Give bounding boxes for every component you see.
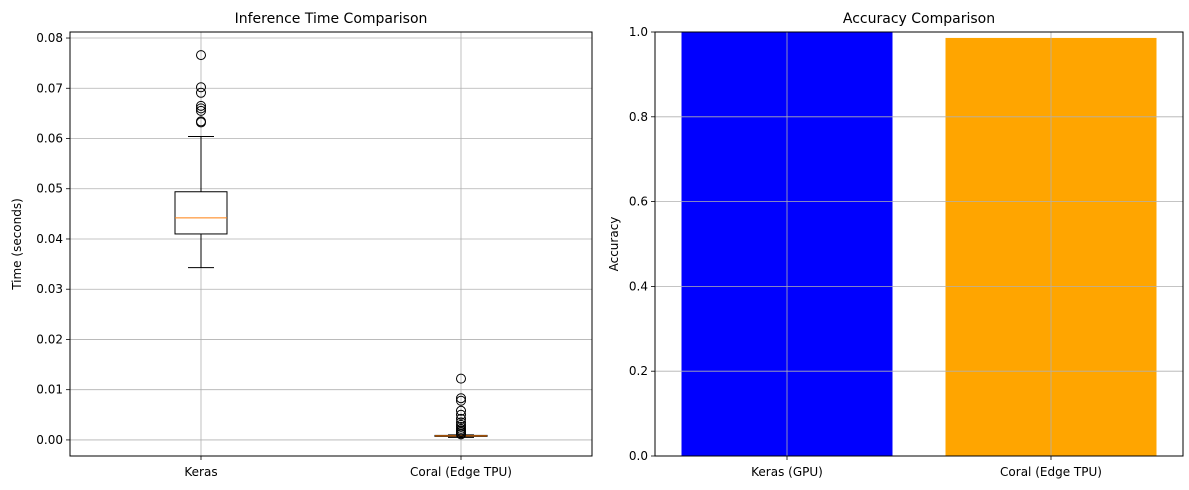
left-y-axis-label: Time (seconds) — [10, 198, 24, 291]
left-box-plot-marks — [174, 50, 488, 440]
right-y-tick-label: 0.2 — [629, 364, 648, 378]
outlier-point — [456, 373, 466, 384]
right-chart-title: Accuracy Comparison — [843, 11, 995, 27]
outlier-point — [196, 100, 206, 111]
outlier-point — [456, 413, 466, 424]
accuracy-subplot: 0.0 0.2 0.4 0.6 0.8 1.0 Keras (GPU) Coral (Edge… — [607, 11, 1184, 479]
left-y-tick-label: 0.05 — [36, 182, 63, 196]
left-y-tick-label: 0.04 — [36, 232, 63, 246]
left-y-tick-label: 0.00 — [36, 433, 63, 447]
right-x-tick-label: Coral (Edge TPU) — [1000, 465, 1102, 479]
right-ticks: 0.0 0.2 0.4 0.6 0.8 1.0 Keras (GPU) Coral (Edge… — [629, 25, 1102, 479]
outlier-point — [456, 417, 466, 428]
left-x-tick-label: Keras — [184, 465, 217, 479]
right-y-axis-label: Accuracy — [607, 217, 621, 272]
outlier-point — [456, 393, 466, 404]
right-y-tick-label: 0.8 — [629, 110, 648, 124]
inference-time-subplot: 0.00 0.01 0.02 0.03 0.04 0.05 0.06 0.07 0.08 Kera… — [10, 11, 593, 479]
outlier-point — [456, 395, 466, 406]
left-chart-title: Inference Time Comparison — [235, 11, 428, 27]
outlier-point — [196, 103, 206, 114]
right-axes-frame — [654, 31, 1184, 457]
outlier-point — [196, 87, 206, 98]
left-axes-frame — [69, 31, 593, 457]
right-y-tick-label: 1.0 — [629, 25, 648, 39]
left-x-tick-label: Coral (Edge TPU) — [410, 465, 512, 479]
outlier-point — [196, 50, 206, 61]
outlier-point — [196, 105, 206, 116]
left-y-tick-label: 0.03 — [36, 282, 63, 296]
outlier-point — [456, 429, 466, 440]
left-y-tick-label: 0.06 — [36, 132, 63, 146]
box — [174, 191, 228, 235]
left-ticks: 0.00 0.01 0.02 0.03 0.04 0.05 0.06 0.07 0.08 Kera… — [36, 31, 512, 479]
right-y-tick-label: 0.6 — [629, 195, 648, 209]
outlier-point — [456, 405, 466, 416]
left-y-tick-label: 0.01 — [36, 383, 63, 397]
left-y-tick-label: 0.07 — [36, 81, 63, 95]
right-y-tick-label: 0.0 — [629, 449, 648, 463]
outlier-point — [456, 409, 466, 420]
outlier-point — [196, 82, 206, 93]
left-y-tick-label: 0.02 — [36, 332, 63, 346]
right-x-tick-label: Keras (GPU) — [751, 465, 823, 479]
left-y-tick-label: 0.08 — [36, 31, 63, 45]
right-y-tick-label: 0.4 — [629, 279, 648, 293]
outlier-point — [196, 117, 206, 128]
